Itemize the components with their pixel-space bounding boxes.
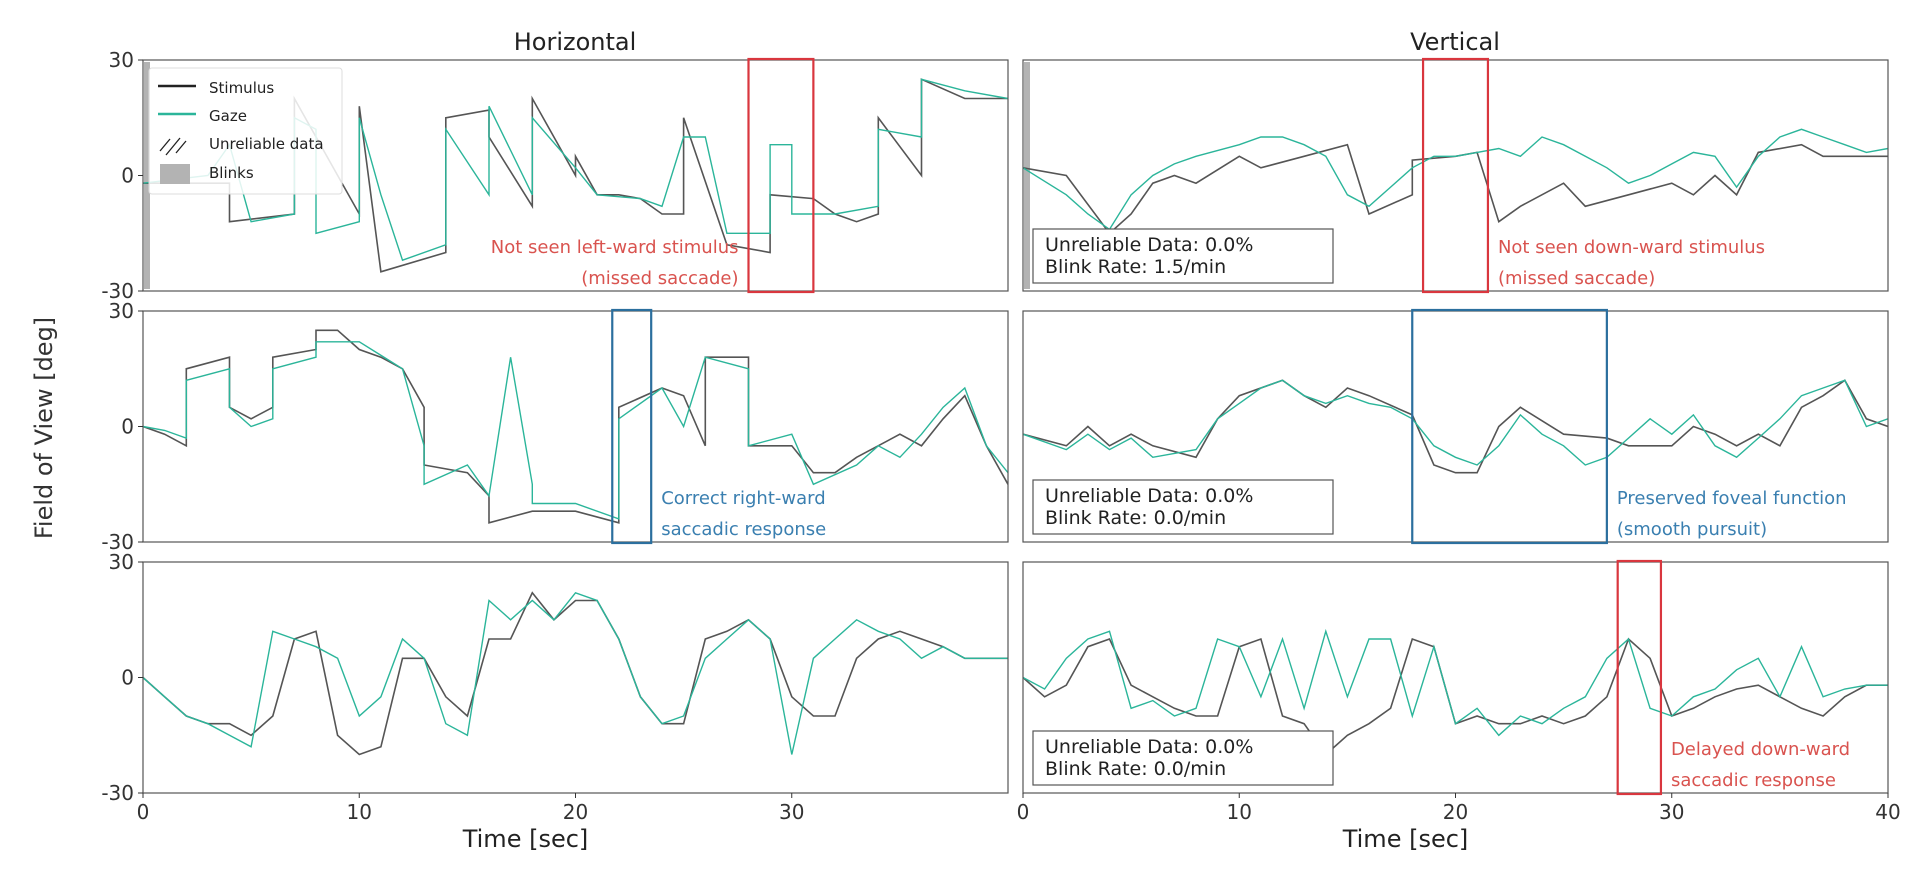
stats-box (1032, 730, 1334, 786)
x-tick-label: 10 (1227, 800, 1252, 824)
annotation-box (1421, 57, 1490, 294)
legend-blinks-swatch (160, 164, 190, 184)
annotation-text: Correct right-ward (661, 488, 825, 509)
annotation-box (611, 308, 653, 545)
x-axis-label: Time [sec] (462, 825, 589, 853)
y-tick-label: 0 (121, 164, 134, 188)
blink-marker (144, 62, 150, 289)
plot-frame (142, 310, 1009, 543)
stats-line: Unreliable Data: 0.0% (1045, 736, 1253, 758)
blink-marker (1024, 62, 1030, 289)
column-title-vertical: Vertical (1410, 28, 1500, 56)
legend: Stimulus Gaze Unreliable data Blinks (148, 67, 343, 195)
panel-horizontal-row1: 30 0 -30 Not seen left-ward stimulus (missed… (101, 48, 1009, 303)
legend-unreliable-label: Unreliable data (209, 135, 324, 153)
x-tick-label: 30 (1659, 800, 1684, 824)
y-tick-label: 30 (109, 550, 134, 574)
stimulus-line (143, 329, 1008, 524)
stats-box (1032, 479, 1334, 535)
legend-hatch-swatch (159, 137, 187, 156)
x-tick-label: 40 (1875, 800, 1900, 824)
y-tick-label: 0 (121, 415, 134, 439)
stats-line: Blink Rate: 1.5/min (1045, 256, 1226, 278)
stats-box (1032, 228, 1334, 284)
x-tick-label: 10 (347, 800, 372, 824)
stimulus-line (1023, 143, 1888, 235)
annotation-box (1411, 308, 1608, 545)
y-tick-label: 0 (121, 666, 134, 690)
annotation-text: saccadic response (1671, 770, 1836, 791)
y-tick-label: 30 (109, 299, 134, 323)
stats-line: Unreliable Data: 0.0% (1045, 485, 1253, 507)
y-axis-label: Field of View [deg] (30, 317, 58, 539)
annotation-text: (missed saccade) (581, 268, 738, 289)
gaze-line (143, 341, 1008, 520)
gaze-line (1023, 379, 1888, 466)
y-tick-label: -30 (101, 781, 134, 805)
column-title-horizontal: Horizontal (514, 28, 637, 56)
stimulus-line (1023, 379, 1888, 474)
y-tick-label: 30 (109, 48, 134, 72)
panel-vertical-row2: Unreliable Data: 0.0%Blink Rate: 0.0/min… (1022, 308, 1889, 545)
plot-frame (142, 561, 1009, 794)
panel-vertical-row3: 0 10 20 30 40 Time [sec] Unreliable Data: 0.0%… (1017, 559, 1901, 853)
gaze-line (143, 591, 1008, 755)
panel-vertical-row1: Unreliable Data: 0.0%Blink Rate: 1.5/min… (1022, 57, 1889, 294)
x-tick-label: 30 (779, 800, 804, 824)
legend-frame (148, 67, 343, 195)
x-tick-label: 0 (137, 800, 150, 824)
annotation-text: Not seen down-ward stimulus (1498, 237, 1765, 258)
stats-line: Blink Rate: 0.0/min (1045, 758, 1226, 780)
y-tick-label: -30 (101, 530, 134, 554)
x-tick-label: 0 (1017, 800, 1030, 824)
stats-line: Blink Rate: 0.0/min (1045, 507, 1226, 529)
annotation-text: (smooth pursuit) (1617, 519, 1767, 540)
stats-line: Unreliable Data: 0.0% (1045, 234, 1253, 256)
annotation-box (747, 57, 815, 294)
stimulus-line (143, 591, 1008, 756)
legend-stimulus-label: Stimulus (209, 79, 274, 97)
annotation-text: saccadic response (661, 519, 826, 540)
legend-blinks-label: Blinks (209, 164, 254, 182)
annotation-text: Not seen left-ward stimulus (491, 237, 739, 258)
x-axis-label: Time [sec] (1342, 825, 1469, 853)
annotation-text: Preserved foveal function (1617, 488, 1847, 509)
panel-horizontal-row2: 30 0 -30 Correct right-ward saccadic respons… (101, 299, 1009, 554)
y-tick-label: -30 (101, 279, 134, 303)
x-tick-label: 20 (563, 800, 588, 824)
x-tick-label: 20 (1443, 800, 1468, 824)
legend-gaze-label: Gaze (209, 107, 247, 125)
annotation-text: Delayed down-ward (1671, 739, 1850, 760)
annotation-text: (missed saccade) (1498, 268, 1655, 289)
gaze-line (1023, 628, 1888, 737)
gaze-line (1023, 128, 1888, 231)
annotation-box (1616, 559, 1663, 796)
